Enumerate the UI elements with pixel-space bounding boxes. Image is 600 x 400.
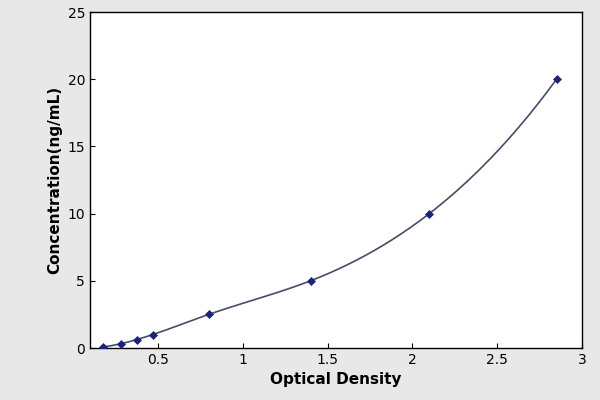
X-axis label: Optical Density: Optical Density bbox=[270, 372, 402, 388]
Y-axis label: Concentration(ng/mL): Concentration(ng/mL) bbox=[47, 86, 62, 274]
